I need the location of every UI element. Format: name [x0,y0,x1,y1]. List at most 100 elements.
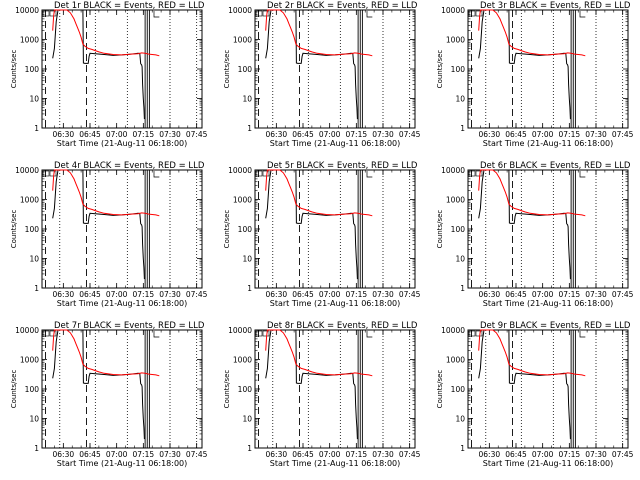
corner-mark [366,171,373,178]
chart-panel-8: Det 8r BLACK = Events, RED = LLD 1 10 100 10… [223,321,421,468]
y-axis-label: Counts/sec [223,370,231,409]
x-tick-label: 07:45 [612,290,634,299]
x-tick-label: 06:30 [479,450,501,459]
x-tick-label: 07:15 [559,130,581,139]
x-tick-label: 07:30 [372,450,394,459]
corner-box [255,330,263,337]
x-tick-label: 07:15 [346,130,368,139]
x-tick-label: 06:30 [266,290,288,299]
lld-series-line [265,329,373,377]
x-tick-label: 06:30 [479,290,501,299]
x-tick-label: 07:45 [399,450,421,459]
x-tick-label: 07:45 [612,130,634,139]
plot-frame [467,169,629,289]
lld-series-line [52,329,160,377]
y-axis-label: Counts/sec [436,210,444,249]
y-tick-label: 10 [242,415,252,424]
corner-box [255,10,263,17]
y-axis-label: Counts/sec [223,50,231,89]
x-axis-label: Start Time (21-Aug-11 06:18:00) [270,459,401,468]
corner-mark [366,331,373,338]
corner-box [468,170,476,177]
corner-mark [366,11,373,18]
x-tick-label: 06:30 [53,450,75,459]
y-tick-label: 1000 [20,196,39,205]
x-tick-label: 06:45 [79,290,101,299]
lld-series-line [478,169,586,217]
x-tick-label: 07:30 [585,130,607,139]
y-tick-label: 1 [247,444,252,453]
y-axis-label: Counts/sec [10,50,18,89]
y-tick-label: 100 [25,225,40,234]
y-tick-label: 1000 [20,36,39,45]
y-tick-label: 1000 [233,196,252,205]
x-tick-label: 06:45 [292,290,314,299]
x-axis-label: Start Time (21-Aug-11 06:18:00) [483,459,614,468]
y-tick-label: 10000 [228,6,252,15]
x-axis-label: Start Time (21-Aug-11 06:18:00) [483,299,614,308]
x-tick-label: 07:30 [372,130,394,139]
y-tick-label: 1000 [446,196,465,205]
x-tick-label: 07:45 [186,130,208,139]
plot-frame [254,169,416,289]
corner-box [475,330,483,337]
x-tick-label: 06:45 [505,130,527,139]
y-tick-label: 10000 [441,166,465,175]
plot-frame [467,9,629,129]
y-tick-label: 1000 [20,356,39,365]
x-axis-label: Start Time (21-Aug-11 06:18:00) [270,139,401,148]
x-tick-label: 06:30 [266,130,288,139]
x-tick-label: 07:30 [159,130,181,139]
y-tick-label: 10000 [15,6,39,15]
corner-box [468,330,476,337]
x-axis-label: Start Time (21-Aug-11 06:18:00) [57,299,188,308]
y-axis-label: Counts/sec [10,210,18,249]
chart-title: Det 4r BLACK = Events, RED = LLD [54,161,205,171]
lld-series-line [478,329,586,377]
chart-panel-5: Det 5r BLACK = Events, RED = LLD 1 10 100 10… [223,161,421,308]
x-tick-label: 07:15 [133,290,155,299]
chart-panel-1: Det 1r BLACK = Events, RED = LLD 1 10 100 10… [10,1,208,148]
x-tick-label: 07:00 [106,450,128,459]
y-axis-label: Counts/sec [223,210,231,249]
y-tick-label: 100 [451,225,466,234]
plot-frame [41,9,203,129]
chart-title: Det 2r BLACK = Events, RED = LLD [267,1,418,11]
x-tick-label: 07:45 [399,130,421,139]
x-tick-label: 07:15 [559,290,581,299]
y-tick-label: 10000 [441,6,465,15]
x-tick-label: 07:15 [346,450,368,459]
events-series-line [52,329,145,440]
lld-series-line [52,9,160,57]
plot-frame [41,329,203,449]
x-tick-label: 07:15 [133,450,155,459]
y-axis-label: Counts/sec [10,370,18,409]
plot-frame [467,329,629,449]
x-tick-label: 07:00 [319,450,341,459]
y-tick-label: 1 [247,124,252,133]
y-tick-label: 10 [29,95,39,104]
corner-mark [579,171,586,178]
x-tick-label: 07:00 [319,290,341,299]
corner-box [475,170,483,177]
x-tick-label: 06:45 [505,450,527,459]
plot-frame [254,9,416,129]
lld-series-line [478,9,586,57]
events-series-line [52,9,145,120]
y-tick-label: 1 [34,284,39,293]
y-tick-label: 10 [455,415,465,424]
x-tick-label: 06:30 [266,450,288,459]
chart-panel-7: Det 7r BLACK = Events, RED = LLD 1 10 100 10… [10,321,208,468]
lld-series-line [52,169,160,217]
x-tick-label: 07:45 [186,290,208,299]
x-tick-label: 07:30 [585,450,607,459]
chart-panel-9: Det 9r BLACK = Events, RED = LLD 1 10 100 10… [436,321,634,468]
events-series-line [265,169,358,280]
y-tick-label: 10 [242,255,252,264]
corner-box [262,10,270,17]
plot-frame [254,329,416,449]
chart-title: Det 1r BLACK = Events, RED = LLD [54,1,205,11]
corner-box [42,170,50,177]
x-axis-label: Start Time (21-Aug-11 06:18:00) [57,459,188,468]
chart-panel-2: Det 2r BLACK = Events, RED = LLD 1 10 100 10… [223,1,421,148]
